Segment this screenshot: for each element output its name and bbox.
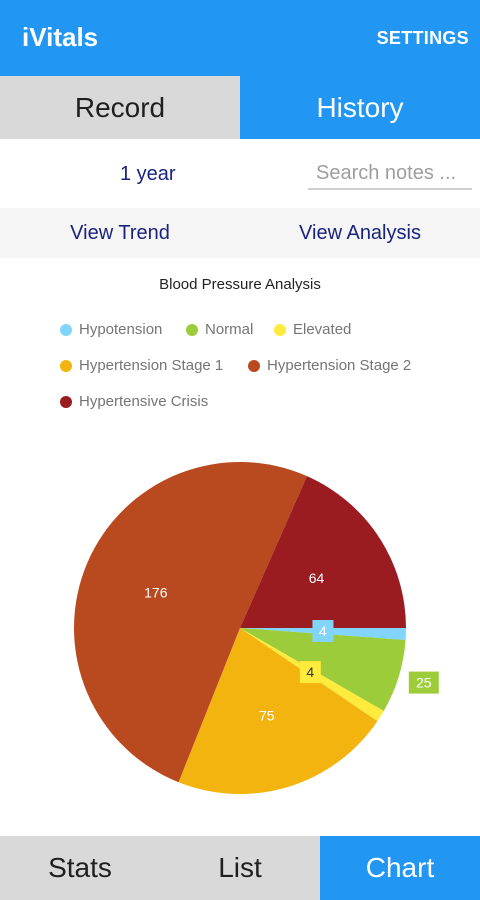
view-trend-button[interactable]: View Trend	[70, 221, 170, 244]
legend-swatch	[186, 323, 198, 336]
period-selector[interactable]: 1 year	[120, 163, 176, 185]
legend-item-hypertension-stage-1: Hypertension Stage 1	[60, 357, 223, 374]
settings-button[interactable]: SETTINGS	[376, 28, 469, 48]
pie-slice-normal	[240, 628, 406, 711]
data-label: 25	[416, 675, 432, 691]
legend-label: Hypertension Stage 2	[267, 357, 412, 374]
tab-history[interactable]: History	[240, 76, 480, 139]
legend-item-elevated: Elevated	[274, 321, 351, 338]
pie-slice-hypertension-stage-1	[178, 628, 378, 794]
app-title: iVitals	[22, 22, 99, 52]
data-label-box	[312, 619, 334, 642]
top-tabs: Record History	[0, 76, 480, 139]
app-bar: iVitals SETTINGS	[0, 0, 480, 76]
search-notes-input[interactable]	[308, 158, 472, 190]
legend-swatch	[274, 323, 286, 336]
bottom-tabs: Stats List Chart	[0, 836, 480, 900]
pie-slice-hypertensive-crisis	[240, 476, 406, 628]
chart-area: Blood Pressure Analysis Hypotension Norm…	[0, 258, 480, 836]
pie-slice-hypertension-stage-2	[73, 461, 307, 783]
tab-list[interactable]: List	[160, 836, 320, 900]
pie-chart: 4 25 4 75 176 64	[73, 461, 439, 794]
legend-label: Hypertensive Crisis	[79, 393, 209, 410]
data-label-box	[299, 661, 321, 684]
tab-chart[interactable]: Chart	[320, 836, 480, 900]
legend-swatch	[60, 359, 72, 372]
tab-record[interactable]: Record	[0, 76, 240, 139]
chart-title: Blood Pressure Analysis	[159, 276, 321, 293]
legend-swatch	[248, 359, 260, 372]
legend-swatch	[60, 395, 72, 408]
data-label: 4	[319, 623, 327, 639]
legend-item-hypertension-stage-2: Hypertension Stage 2	[248, 357, 411, 374]
legend-item-hypertensive-crisis: Hypertensive Crisis	[60, 393, 208, 410]
legend-label: Hypertension Stage 1	[79, 357, 224, 374]
legend-item-normal: Normal	[186, 321, 253, 338]
legend-item-hypotension: Hypotension	[60, 321, 162, 338]
data-label: 4	[306, 664, 314, 680]
data-label: 75	[259, 707, 275, 723]
view-analysis-button[interactable]: View Analysis	[299, 221, 421, 244]
data-label: 176	[144, 585, 168, 601]
data-label-box	[408, 671, 439, 694]
view-buttons-row: View Trend View Analysis	[0, 208, 480, 258]
legend-swatch	[60, 323, 72, 336]
data-label: 64	[309, 570, 325, 586]
legend-label: Normal	[205, 321, 254, 338]
legend-label: Elevated	[293, 321, 352, 338]
legend-label: Hypotension	[79, 321, 163, 338]
tab-stats[interactable]: Stats	[0, 836, 160, 900]
